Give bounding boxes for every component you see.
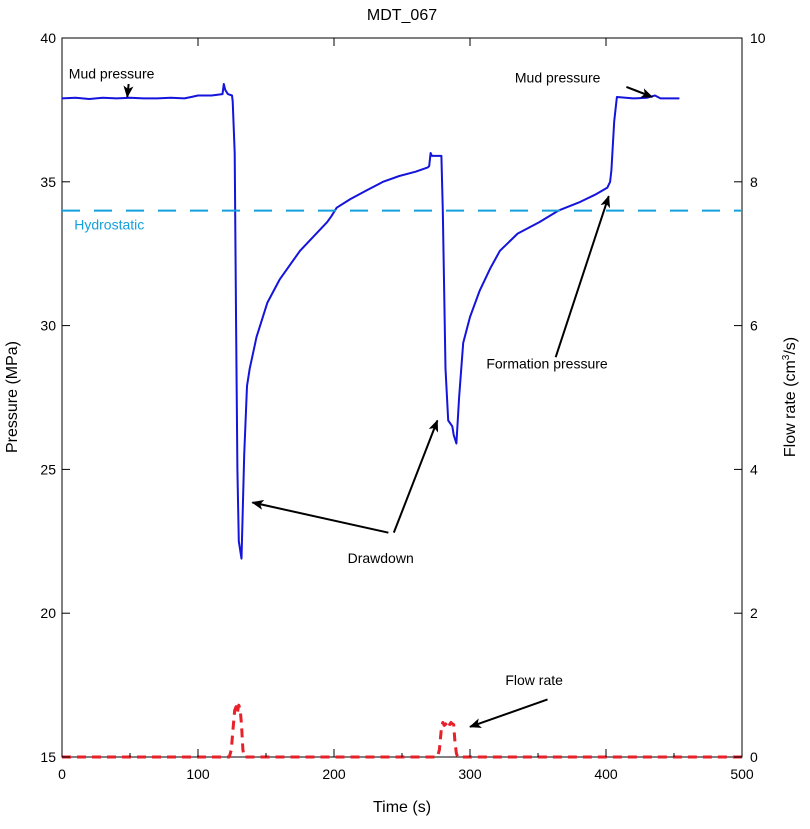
y2-tick-label: 8 — [750, 174, 758, 190]
x-tick-label: 100 — [186, 766, 210, 782]
x-axis-label: Time (s) — [373, 799, 431, 816]
annotation-label: Drawdown — [348, 550, 414, 566]
y2-tick-label: 4 — [750, 461, 758, 477]
annotation-label: Mud pressure — [69, 65, 155, 81]
y-tick-label: 35 — [40, 174, 56, 190]
y2-tick-label: 10 — [750, 30, 766, 46]
annotation-arrow — [626, 85, 654, 98]
y2-tick-label: 6 — [750, 318, 758, 334]
x-tick-label: 500 — [730, 766, 754, 782]
y-tick-label: 15 — [40, 749, 56, 765]
annotation-arrow — [251, 499, 389, 534]
y-tick-label: 20 — [40, 605, 56, 621]
y2-axis-label: Flow rate (cm3/s) — [781, 337, 799, 457]
annotation-label: Formation pressure — [486, 356, 608, 372]
chart-marks: Mud pressure Mud pressure Hydrostatic Drawd… — [61, 65, 742, 759]
x-tick-label: 400 — [594, 766, 618, 782]
x-tick-label: 0 — [58, 766, 66, 782]
annotation-arrow — [123, 83, 134, 98]
chart-title: MDT_067 — [367, 7, 437, 24]
series-pressure-line — [61, 83, 680, 560]
series-flow-rate-line — [62, 703, 742, 759]
annotation-arrow — [554, 195, 611, 358]
y2-tick-label: 2 — [750, 605, 758, 621]
y-tick-label: 30 — [40, 318, 56, 334]
y-tick-label: 25 — [40, 461, 56, 477]
plot-frame — [61, 37, 743, 758]
y2-tick-label: 0 — [750, 749, 758, 765]
annotation-arrow — [392, 419, 439, 534]
x-tick-label: 300 — [458, 766, 482, 782]
annotation-label: Hydrostatic — [74, 216, 144, 232]
y-axis-label: Pressure (MPa) — [4, 341, 21, 453]
y-tick-label: 40 — [40, 30, 56, 46]
annotation-label: Flow rate — [505, 672, 563, 688]
x-tick-label: 200 — [322, 766, 346, 782]
annotation-arrow — [469, 698, 548, 728]
annotation-label: Mud pressure — [515, 70, 601, 86]
